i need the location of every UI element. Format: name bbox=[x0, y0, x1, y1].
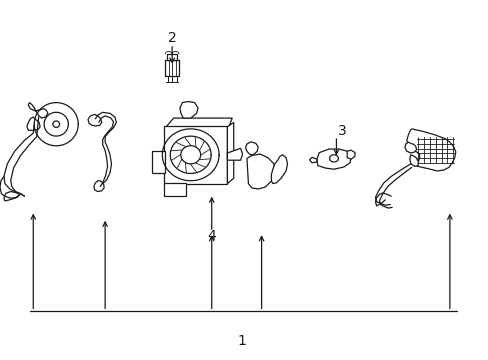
Polygon shape bbox=[94, 181, 104, 192]
Polygon shape bbox=[180, 102, 198, 118]
Polygon shape bbox=[163, 183, 185, 196]
Polygon shape bbox=[28, 103, 48, 118]
Polygon shape bbox=[227, 122, 233, 184]
Polygon shape bbox=[246, 154, 274, 189]
Polygon shape bbox=[245, 142, 258, 155]
Polygon shape bbox=[346, 150, 354, 159]
Polygon shape bbox=[409, 155, 418, 166]
Polygon shape bbox=[404, 142, 416, 153]
Polygon shape bbox=[151, 151, 164, 173]
Polygon shape bbox=[316, 149, 350, 169]
Polygon shape bbox=[406, 129, 455, 171]
Text: 4: 4 bbox=[207, 229, 216, 243]
Polygon shape bbox=[163, 126, 227, 184]
Polygon shape bbox=[27, 117, 40, 130]
Polygon shape bbox=[88, 114, 102, 126]
Text: 2: 2 bbox=[167, 31, 176, 45]
Text: 3: 3 bbox=[337, 125, 346, 138]
Polygon shape bbox=[166, 118, 232, 127]
Text: 1: 1 bbox=[237, 334, 246, 348]
Polygon shape bbox=[271, 155, 287, 184]
Polygon shape bbox=[227, 148, 242, 160]
Polygon shape bbox=[309, 157, 316, 163]
